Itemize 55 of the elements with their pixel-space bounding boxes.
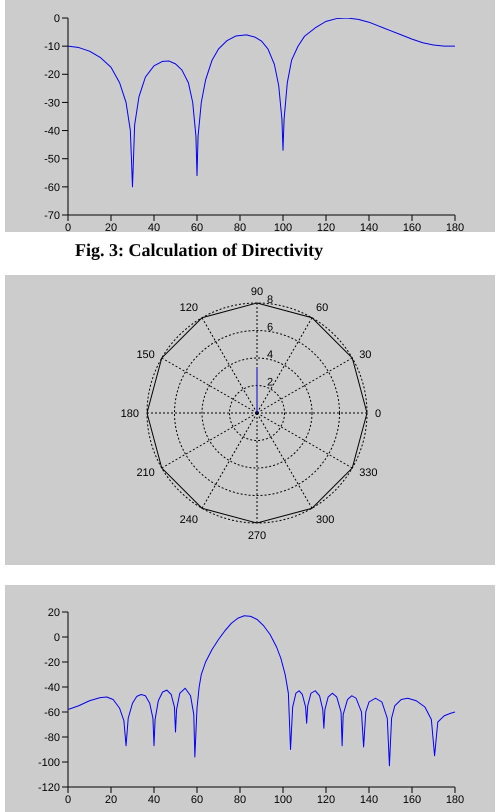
y-tick-label: -60 bbox=[44, 706, 60, 719]
x-tick-label: 140 bbox=[360, 222, 378, 234]
spoke-label: 270 bbox=[248, 530, 266, 542]
spoke-label: 0 bbox=[375, 408, 382, 420]
x-tick-label: 80 bbox=[234, 222, 246, 234]
spoke-label: 30 bbox=[359, 348, 372, 361]
spoke-label: 60 bbox=[316, 302, 328, 314]
spoke-label: 150 bbox=[136, 348, 155, 361]
y-tick-label: -80 bbox=[44, 732, 60, 744]
spoke-label: 210 bbox=[136, 466, 155, 479]
x-tick-label: 120 bbox=[316, 794, 336, 806]
y-tick-label: -70 bbox=[44, 210, 60, 222]
y-tick-label: -40 bbox=[44, 125, 60, 138]
y-tick-label: 8 bbox=[267, 294, 274, 306]
x-tick-label: 100 bbox=[274, 794, 292, 806]
x-tick-label: 140 bbox=[360, 794, 378, 806]
spoke-label: 120 bbox=[180, 302, 198, 314]
x-tick-label: 40 bbox=[148, 222, 160, 234]
x-tick-label: 100 bbox=[274, 222, 292, 234]
y-tick-label: -20 bbox=[44, 656, 60, 669]
x-tick-label: 0 bbox=[64, 222, 72, 234]
x-tick-label: 180 bbox=[446, 794, 464, 806]
x-tick-label: 0 bbox=[64, 794, 72, 806]
x-tick-label: 120 bbox=[316, 222, 336, 234]
line-series bbox=[68, 615, 455, 766]
spoke-label: 330 bbox=[359, 466, 378, 479]
x-tick-label: 60 bbox=[190, 794, 204, 806]
y-tick-label: 6 bbox=[267, 322, 274, 334]
x-tick-label: 60 bbox=[190, 222, 204, 234]
y-tick-label: 0 bbox=[54, 12, 60, 25]
y-tick-label: 4 bbox=[267, 349, 274, 361]
y-tick-label: -60 bbox=[44, 182, 60, 194]
y-tick-label: 0 bbox=[54, 632, 60, 644]
spoke-label: 90 bbox=[250, 286, 264, 298]
x-tick-label: 40 bbox=[148, 794, 160, 806]
y-tick-label: -50 bbox=[44, 154, 60, 166]
y-tick-label: -20 bbox=[44, 69, 60, 82]
spoke-label: 240 bbox=[180, 514, 198, 526]
spoke-label: 300 bbox=[316, 514, 334, 526]
x-tick-label: 160 bbox=[402, 222, 422, 234]
line-series bbox=[68, 18, 455, 188]
x-tick-label: 180 bbox=[446, 222, 464, 234]
y-tick-label: -10 bbox=[44, 41, 60, 54]
y-tick-label: 20 bbox=[48, 606, 60, 619]
y-tick-label: -30 bbox=[44, 97, 60, 110]
x-tick-label: 20 bbox=[104, 794, 118, 806]
x-tick-label: 80 bbox=[234, 794, 246, 806]
y-tick-label: -40 bbox=[44, 682, 60, 694]
spoke-label: 180 bbox=[120, 408, 139, 420]
y-tick-label: 2 bbox=[267, 376, 274, 388]
y-tick-label: -100 bbox=[38, 756, 60, 769]
y-tick-label: -120 bbox=[38, 782, 60, 794]
caption: Fig. 3: Calculation of Directivity bbox=[75, 240, 324, 261]
x-tick-label: 20 bbox=[104, 222, 118, 234]
x-tick-label: 160 bbox=[402, 794, 422, 806]
